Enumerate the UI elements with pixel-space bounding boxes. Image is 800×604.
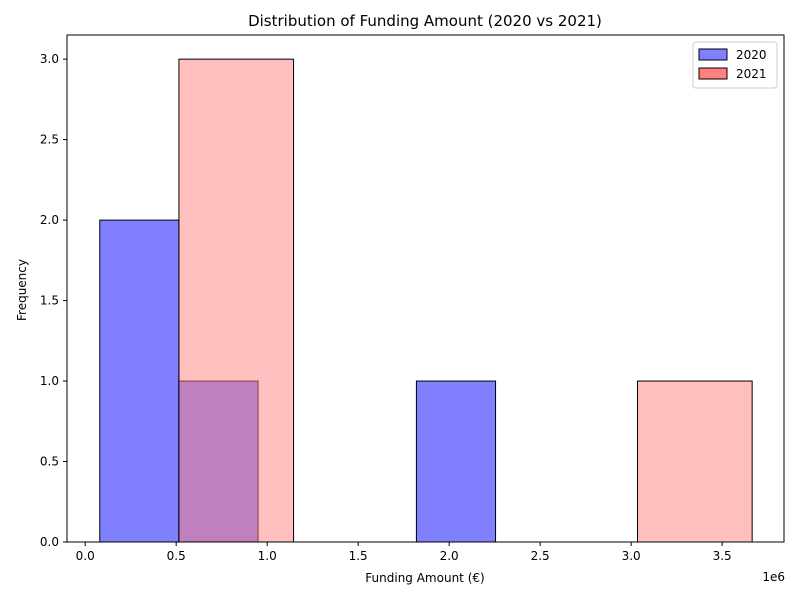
x-tick-label: 0.0 bbox=[76, 549, 95, 563]
y-tick-label: 0.0 bbox=[40, 535, 59, 549]
x-axis-ticks: 0.0 0.5 1.0 1.5 2.0 2.5 3.0 3.5 bbox=[76, 542, 732, 563]
y-tick-label: 2.5 bbox=[40, 133, 59, 147]
bar-2020-4 bbox=[415, 380, 497, 543]
legend: 2020 2021 bbox=[692, 41, 778, 89]
bars-layer bbox=[99, 58, 753, 543]
y-axis-ticks: 0.0 0.5 1.0 1.5 2.0 2.5 3.0 bbox=[40, 52, 67, 549]
x-axis-offset-label: 1e6 bbox=[762, 570, 785, 584]
chart-title: Distribution of Funding Amount (2020 vs … bbox=[248, 12, 602, 30]
y-axis-label: Frequency bbox=[15, 259, 29, 321]
y-tick-label: 2.0 bbox=[40, 213, 59, 227]
legend-label-2021: 2021 bbox=[736, 67, 767, 81]
x-tick-label: 1.0 bbox=[258, 549, 277, 563]
plot-frame bbox=[66, 34, 785, 543]
y-tick-label: 3.0 bbox=[40, 52, 59, 66]
bar-2020-0 bbox=[99, 219, 180, 543]
legend-label-2020: 2020 bbox=[736, 48, 767, 62]
legend-swatch-2020 bbox=[698, 48, 728, 61]
y-tick-label: 1.0 bbox=[40, 374, 59, 388]
x-tick-label: 2.5 bbox=[531, 549, 550, 563]
x-tick-label: 3.5 bbox=[713, 549, 732, 563]
x-tick-label: 1.5 bbox=[349, 549, 368, 563]
y-tick-label: 0.5 bbox=[40, 455, 59, 469]
x-tick-label: 2.0 bbox=[440, 549, 459, 563]
legend-swatch-2021 bbox=[698, 67, 728, 80]
x-tick-label: 0.5 bbox=[167, 549, 186, 563]
x-axis-label: Funding Amount (€) bbox=[365, 571, 484, 585]
bar-2021-0 bbox=[178, 58, 295, 543]
bar-2021-4 bbox=[637, 380, 753, 543]
y-tick-label: 1.5 bbox=[40, 294, 59, 308]
x-tick-label: 3.0 bbox=[622, 549, 641, 563]
